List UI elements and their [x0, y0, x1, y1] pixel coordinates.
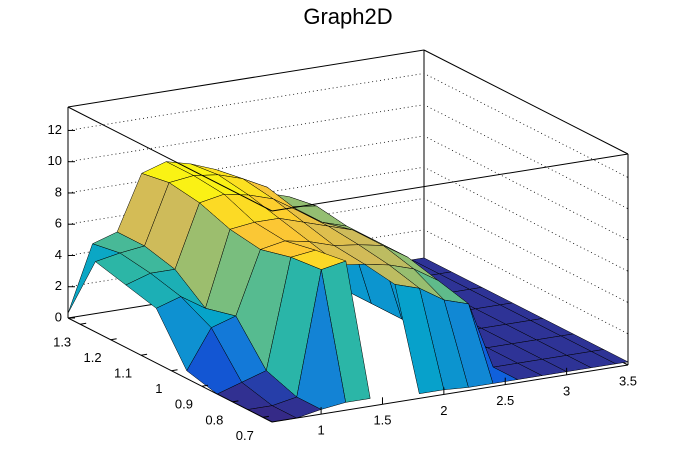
y-tick-label: 1.1 [114, 366, 132, 381]
x-tick-label: 2 [440, 403, 447, 418]
x-tick-label: 3.5 [619, 373, 637, 388]
axis-line [271, 364, 629, 423]
y-tick-label: 1.3 [53, 335, 71, 350]
y-tick [232, 400, 239, 403]
y-tick [110, 338, 117, 341]
surface-cell [394, 284, 445, 395]
y-tick-label: 1 [155, 381, 162, 396]
y-tick [80, 322, 87, 325]
y-tick [171, 369, 178, 372]
y-tick [201, 384, 209, 387]
z-tick-label: 4 [55, 247, 62, 262]
x-tick-label: 2.5 [496, 393, 514, 408]
y-tick [262, 415, 269, 418]
y-tick-label: 1.2 [84, 350, 102, 365]
chart-title: Graph2D [303, 4, 392, 29]
x-tick-label: 1.5 [373, 413, 391, 428]
x-tick-label: 1 [317, 423, 324, 438]
box-edge [67, 49, 425, 108]
y-tick [140, 353, 148, 356]
grid-line [67, 73, 629, 178]
y-tick-label: 0.8 [205, 412, 223, 427]
z-tick-label: 0 [55, 309, 62, 324]
x-tick-label: 3 [563, 383, 570, 398]
z-tick-label: 12 [48, 122, 62, 137]
box-edge [423, 49, 629, 155]
z-tick-label: 6 [55, 216, 62, 231]
y-tick-label: 0.7 [236, 428, 254, 443]
z-tick-label: 8 [55, 184, 62, 199]
grid-line [67, 104, 629, 210]
axis-line [67, 317, 273, 423]
y-tick-label: 0.9 [175, 397, 193, 412]
z-tick-label: 10 [48, 153, 62, 168]
z-tick-label: 2 [55, 278, 62, 293]
box-edge [271, 153, 629, 212]
box-edge [67, 106, 273, 212]
